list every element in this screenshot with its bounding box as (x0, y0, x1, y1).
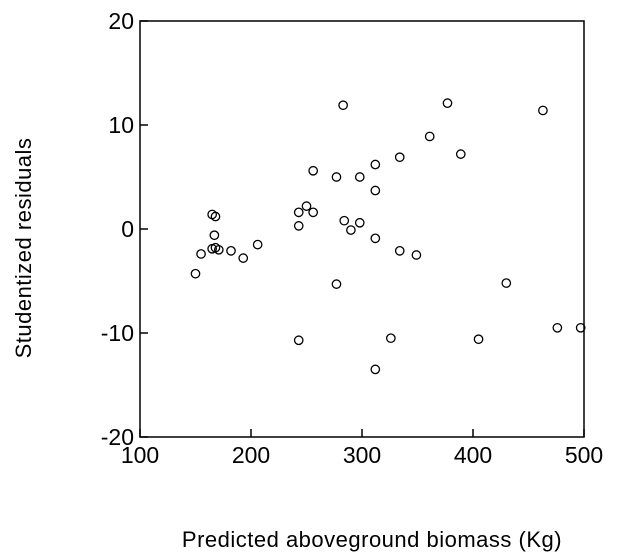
y-tick-label: 20 (108, 8, 134, 34)
data-point (301, 201, 312, 211)
data-point (370, 364, 381, 375)
data-point (424, 131, 435, 142)
data-point (293, 335, 304, 346)
data-point (210, 211, 221, 222)
data-point (308, 165, 319, 176)
x-tick-label: 400 (454, 442, 492, 468)
x-tick-label: 200 (232, 442, 270, 468)
data-point (370, 233, 381, 244)
y-tick-label: -10 (101, 320, 134, 346)
data-point (331, 172, 342, 182)
data-point (538, 105, 548, 116)
data-point (354, 217, 365, 228)
data-point (190, 268, 201, 279)
x-tick-label: 500 (565, 442, 603, 468)
data-point (411, 250, 422, 260)
data-point (226, 245, 236, 256)
plot-frame (139, 20, 585, 438)
y-tick-label: 0 (121, 216, 134, 242)
data-point (339, 215, 350, 226)
axis-ticks: 100 200 300 400 500 -20 -10 0 10 20 (101, 8, 603, 468)
y-axis-title: Studentized residuals (11, 138, 36, 359)
x-tick-label: 100 (121, 442, 159, 468)
data-point (209, 230, 220, 241)
data-point (552, 322, 563, 333)
data-point (455, 149, 466, 159)
data-point (473, 334, 484, 345)
data-point (238, 253, 249, 263)
y-tick-label: 10 (108, 112, 134, 138)
x-tick-label: 300 (343, 442, 381, 468)
y-tick-label: -20 (101, 424, 134, 450)
data-point (293, 207, 304, 218)
data-point (394, 245, 405, 256)
x-axis-title: Predicted aboveground biomass (Kg) (182, 527, 562, 552)
data-point (370, 185, 381, 196)
data-point (501, 278, 512, 288)
data-point (442, 98, 453, 109)
data-point (394, 152, 405, 163)
data-points (190, 98, 586, 375)
data-point (346, 225, 356, 235)
data-point (293, 221, 304, 231)
data-point (370, 159, 381, 170)
data-point (308, 207, 319, 218)
data-point (386, 333, 396, 344)
data-point (575, 322, 586, 333)
data-point (196, 249, 206, 259)
data-point (252, 239, 263, 250)
data-point (331, 279, 342, 289)
data-point (354, 172, 365, 182)
data-point (338, 100, 348, 111)
data-point (213, 244, 224, 255)
